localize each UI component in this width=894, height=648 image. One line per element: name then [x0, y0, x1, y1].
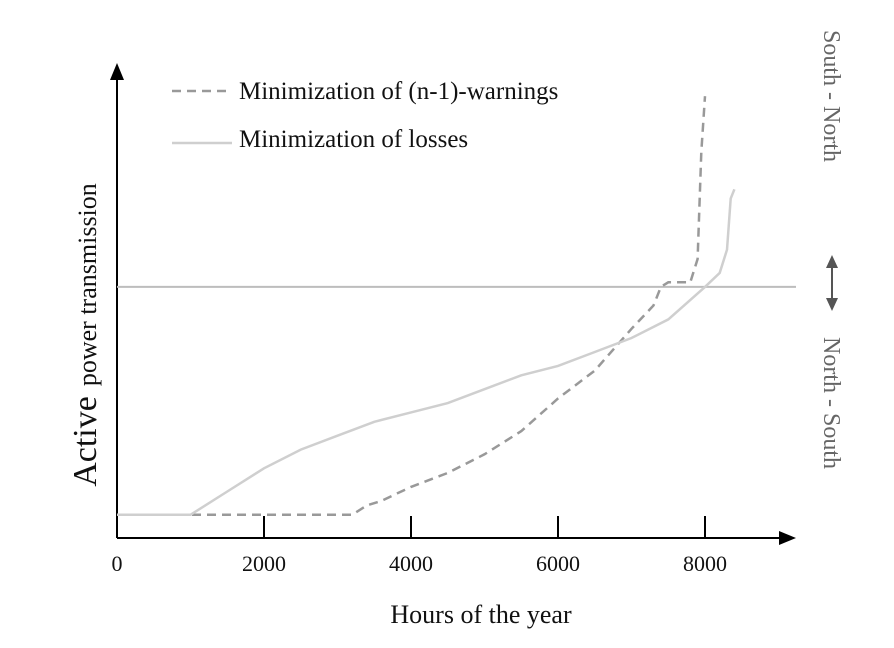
x-tick-label: 2000: [242, 551, 286, 576]
legend-label-warnings: Minimization of (n-1)-warnings: [239, 78, 558, 105]
direction-label-upper: South - North: [818, 30, 844, 162]
x-tick-label: 8000: [683, 551, 727, 576]
series-line-warnings: [117, 96, 707, 517]
x-tick-labels: 0 2000 4000 6000 8000: [112, 551, 728, 576]
legend: Minimization of (n-1)-warnings Minimizat…: [172, 78, 558, 153]
x-axis-arrow: [779, 531, 796, 545]
y-axis-title: Active power transmission: [67, 183, 104, 487]
y-axis-title-rest: power transmission: [73, 183, 102, 386]
x-ticks: [263, 516, 706, 538]
series-line-losses: [117, 188, 736, 517]
y-axis-title-big: Active: [67, 396, 104, 487]
legend-label-losses: Minimization of losses: [239, 126, 468, 153]
x-tick-label: 6000: [536, 551, 580, 576]
series-group: [117, 96, 736, 517]
direction-arrow-up-head: [826, 255, 838, 268]
x-tick-label: 0: [112, 551, 123, 576]
x-axis-title: Hours of the year: [390, 600, 572, 629]
direction-label-lower: North - South: [818, 337, 844, 469]
y-axis-arrow: [110, 63, 124, 80]
x-tick-label: 4000: [389, 551, 433, 576]
direction-arrow-down-head: [826, 298, 838, 311]
